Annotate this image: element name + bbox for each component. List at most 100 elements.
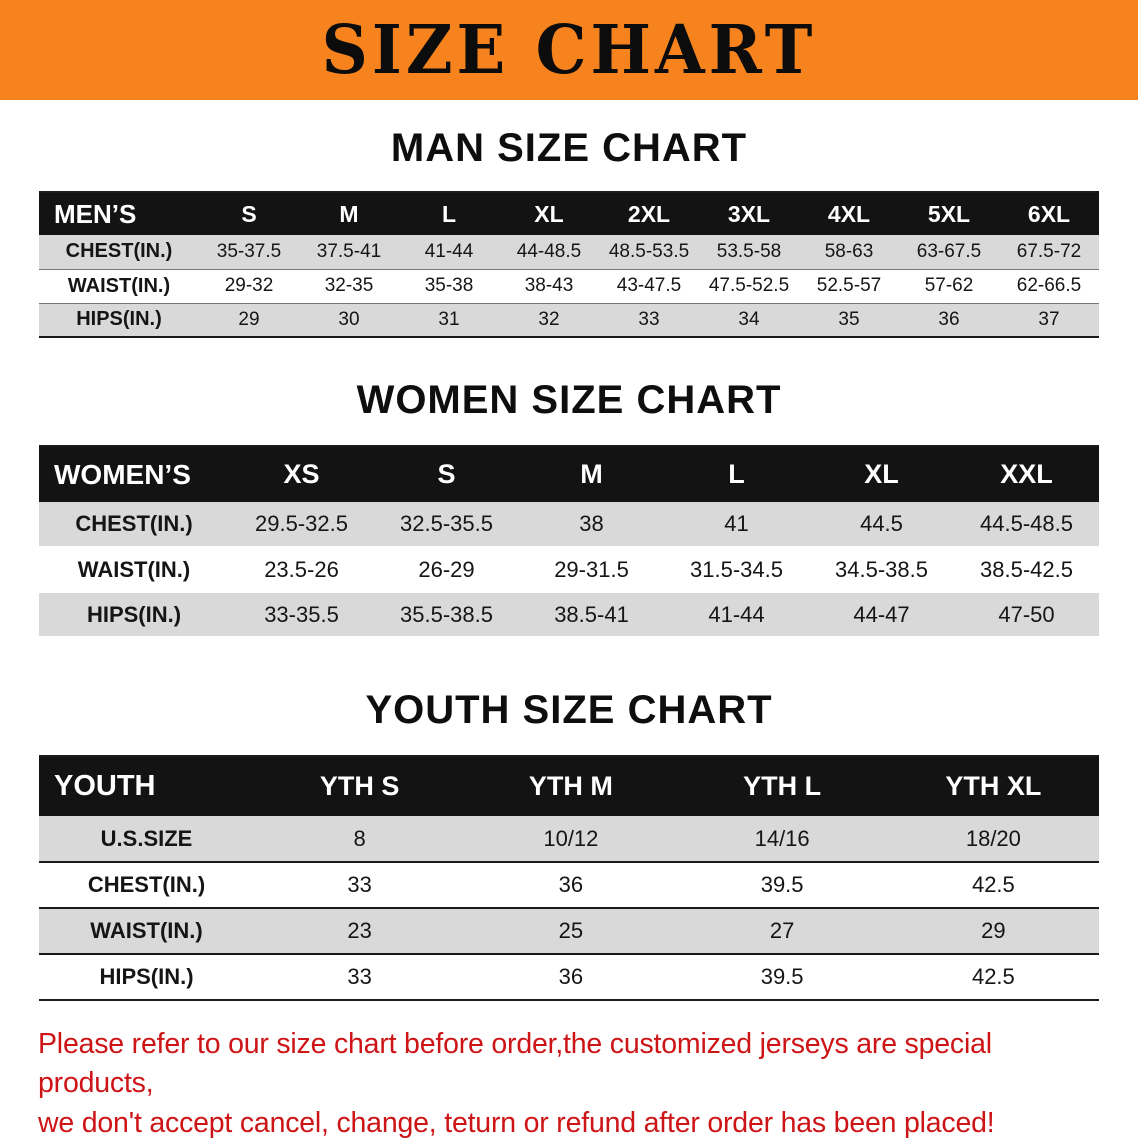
- size-cell: 44-47: [809, 592, 954, 638]
- table-row: CHEST(IN.) 35-37.5 37.5-41 41-44 44-48.5 48.5…: [39, 235, 1099, 270]
- column-header: YTH S: [254, 756, 466, 816]
- table-row: HIPS(IN.) 33-35.5 35.5-38.5 38.5-41 41-44 44-…: [39, 592, 1099, 638]
- column-header: YTH M: [465, 756, 677, 816]
- column-header: 3XL: [699, 192, 799, 235]
- size-cell: 14/16: [676, 816, 888, 863]
- size-cell: 29: [887, 908, 1099, 955]
- size-cell: 48.5-53.5: [599, 235, 699, 270]
- size-cell: 34: [699, 303, 799, 338]
- size-cell: 29: [199, 303, 299, 338]
- row-label: U.S.SIZE: [39, 816, 254, 863]
- women-size-table: WOMEN’S XS S M L XL XXL CHEST(IN.) 29.5-32.5 32.5…: [39, 445, 1099, 638]
- size-cell: 34.5-38.5: [809, 547, 954, 593]
- size-cell: 38: [519, 502, 664, 548]
- column-header: M: [299, 192, 399, 235]
- column-header: 6XL: [999, 192, 1099, 235]
- row-label: HIPS(IN.): [39, 954, 254, 1001]
- page-title: SIZE CHART: [321, 10, 817, 90]
- size-cell: 47-50: [954, 592, 1099, 638]
- youth-size-table: YOUTH YTH S YTH M YTH L YTH XL U.S.SIZE 8 10/12…: [39, 755, 1099, 1001]
- table-row: HIPS(IN.) 29 30 31 32 33 34 35 36 37: [39, 303, 1099, 338]
- size-cell: 44-48.5: [499, 235, 599, 270]
- table-row: CHEST(IN.) 29.5-32.5 32.5-35.5 38 41 44.5 44.5…: [39, 502, 1099, 548]
- table-row: U.S.SIZE 8 10/12 14/16 18/20: [39, 816, 1099, 863]
- size-cell: 67.5-72: [999, 235, 1099, 270]
- size-cell: 36: [465, 954, 677, 1001]
- size-cell: 57-62: [899, 269, 999, 304]
- size-cell: 30: [299, 303, 399, 338]
- disclaimer-line-1: Please refer to our size chart before or…: [38, 1028, 992, 1100]
- size-cell: 36: [899, 303, 999, 338]
- size-cell: 35-38: [399, 269, 499, 304]
- column-header: XS: [229, 446, 374, 502]
- size-cell: 32.5-35.5: [374, 502, 519, 548]
- size-cell: 33: [599, 303, 699, 338]
- size-cell: 53.5-58: [699, 235, 799, 270]
- size-cell: 41-44: [399, 235, 499, 270]
- column-header: YTH L: [676, 756, 888, 816]
- row-label: CHEST(IN.): [39, 502, 229, 548]
- size-cell: 41-44: [664, 592, 809, 638]
- women-size-chart-section: WOMEN SIZE CHART WOMEN’S XS S M L XL XXL CHEST(…: [0, 378, 1138, 638]
- size-cell: 39.5: [676, 954, 888, 1001]
- size-cell: 62-66.5: [999, 269, 1099, 304]
- size-cell: 23: [254, 908, 466, 955]
- table-row: CHEST(IN.) 33 36 39.5 42.5: [39, 862, 1099, 909]
- column-header: XL: [809, 446, 954, 502]
- column-header: XL: [499, 192, 599, 235]
- column-header: 5XL: [899, 192, 999, 235]
- youth-size-chart-section: YOUTH SIZE CHART YOUTH YTH S YTH M YTH L YTH…: [0, 688, 1138, 1001]
- size-cell: 31.5-34.5: [664, 547, 809, 593]
- size-cell: 36: [465, 862, 677, 909]
- size-cell: 38-43: [499, 269, 599, 304]
- size-cell: 42.5: [887, 862, 1099, 909]
- column-header: L: [399, 192, 499, 235]
- size-cell: 31: [399, 303, 499, 338]
- disclaimer-text: Please refer to our size chart before or…: [38, 1025, 1104, 1143]
- man-size-table: MEN’S S M L XL 2XL 3XL 4XL 5XL 6XL CHEST(IN.) 35-37…: [39, 191, 1099, 338]
- size-cell: 47.5-52.5: [699, 269, 799, 304]
- size-cell: 35: [799, 303, 899, 338]
- size-cell: 33-35.5: [229, 592, 374, 638]
- size-cell: 37: [999, 303, 1099, 338]
- size-cell: 27: [676, 908, 888, 955]
- table-title-cell: WOMEN’S: [39, 446, 229, 502]
- size-chart-banner: SIZE CHART: [0, 0, 1138, 100]
- column-header: 2XL: [599, 192, 699, 235]
- women-size-chart-heading: WOMEN SIZE CHART: [356, 378, 782, 422]
- table-header-row: WOMEN’S XS S M L XL XXL: [39, 446, 1099, 502]
- row-label: CHEST(IN.): [39, 862, 254, 909]
- size-cell: 41: [664, 502, 809, 548]
- row-label: HIPS(IN.): [39, 303, 199, 338]
- table-row: HIPS(IN.) 33 36 39.5 42.5: [39, 954, 1099, 1001]
- size-cell: 23.5-26: [229, 547, 374, 593]
- table-title-cell: MEN’S: [39, 192, 199, 235]
- size-cell: 38.5-41: [519, 592, 664, 638]
- column-header: S: [374, 446, 519, 502]
- row-label: HIPS(IN.): [39, 592, 229, 638]
- column-header: L: [664, 446, 809, 502]
- size-cell: 33: [254, 862, 466, 909]
- man-size-chart-heading: MAN SIZE CHART: [390, 126, 748, 170]
- size-cell: 44.5: [809, 502, 954, 548]
- column-header: XXL: [954, 446, 1099, 502]
- size-cell: 32-35: [299, 269, 399, 304]
- youth-size-chart-heading: YOUTH SIZE CHART: [365, 688, 773, 732]
- man-size-chart-section: MAN SIZE CHART MEN’S S M L XL 2XL 3XL 4XL 5XL 6XL…: [0, 126, 1138, 338]
- size-cell: 58-63: [799, 235, 899, 270]
- table-row: WAIST(IN.) 23.5-26 26-29 29-31.5 31.5-34.5 34…: [39, 547, 1099, 593]
- table-row: WAIST(IN.) 29-32 32-35 35-38 38-43 43-47.5 47.…: [39, 269, 1099, 304]
- row-label: WAIST(IN.): [39, 547, 229, 593]
- size-cell: 39.5: [676, 862, 888, 909]
- size-cell: 29-32: [199, 269, 299, 304]
- size-cell: 43-47.5: [599, 269, 699, 304]
- table-title-cell: YOUTH: [39, 756, 254, 816]
- size-cell: 52.5-57: [799, 269, 899, 304]
- size-cell: 18/20: [887, 816, 1099, 863]
- size-cell: 35-37.5: [199, 235, 299, 270]
- size-cell: 38.5-42.5: [954, 547, 1099, 593]
- size-cell: 10/12: [465, 816, 677, 863]
- size-cell: 32: [499, 303, 599, 338]
- disclaimer-line-2: we don't accept cancel, change, teturn o…: [38, 1106, 995, 1139]
